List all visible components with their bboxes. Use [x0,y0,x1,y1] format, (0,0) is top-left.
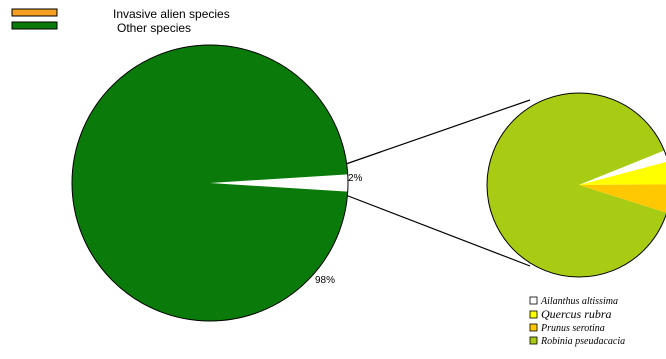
legend-swatch-other [11,21,58,30]
legend-label-prunus: Prunus serotina [540,323,605,334]
legend-label-other: Other species [117,21,191,35]
pie-slice-quercus-rubra [579,162,666,185]
pie-slice-prunus-serotina [579,184,666,213]
pie-slice-other-species [72,45,348,322]
legend-swatch-robinia [529,336,538,345]
legend-swatch-prunus [529,323,538,332]
legend-swatch-invasive [11,8,58,17]
legend-swatch-quercus [529,310,538,319]
species-legend: Ailanthus altissima Quercus rubra Prunus… [529,296,625,347]
pie-slice-invasive-alien-species [210,174,349,192]
secondary-pie-outline [486,92,666,278]
legend-label-ailanthus: Ailanthus altissima [540,296,618,307]
pie-slice-robinia-pseudacacia [486,93,666,277]
legend-swatch-ailanthus [529,296,538,305]
legend-label-robinia: Robinia pseudacacia [540,336,625,347]
pie-outline [71,44,349,322]
main-pie [71,44,349,322]
main-legend: Invasive alien species Other species [11,7,230,35]
legend-label-invasive: Invasive alien species [113,7,230,21]
pie-slice-ailanthus-altissima [579,150,666,185]
slice-label-98pct: 98% [315,275,335,286]
secondary-pie [486,92,666,278]
slice-label-2pct: 2% [348,173,363,184]
connector-line-bottom [342,193,531,267]
connector-line-top [342,99,531,166]
legend-label-quercus: Quercus rubra [541,307,612,321]
